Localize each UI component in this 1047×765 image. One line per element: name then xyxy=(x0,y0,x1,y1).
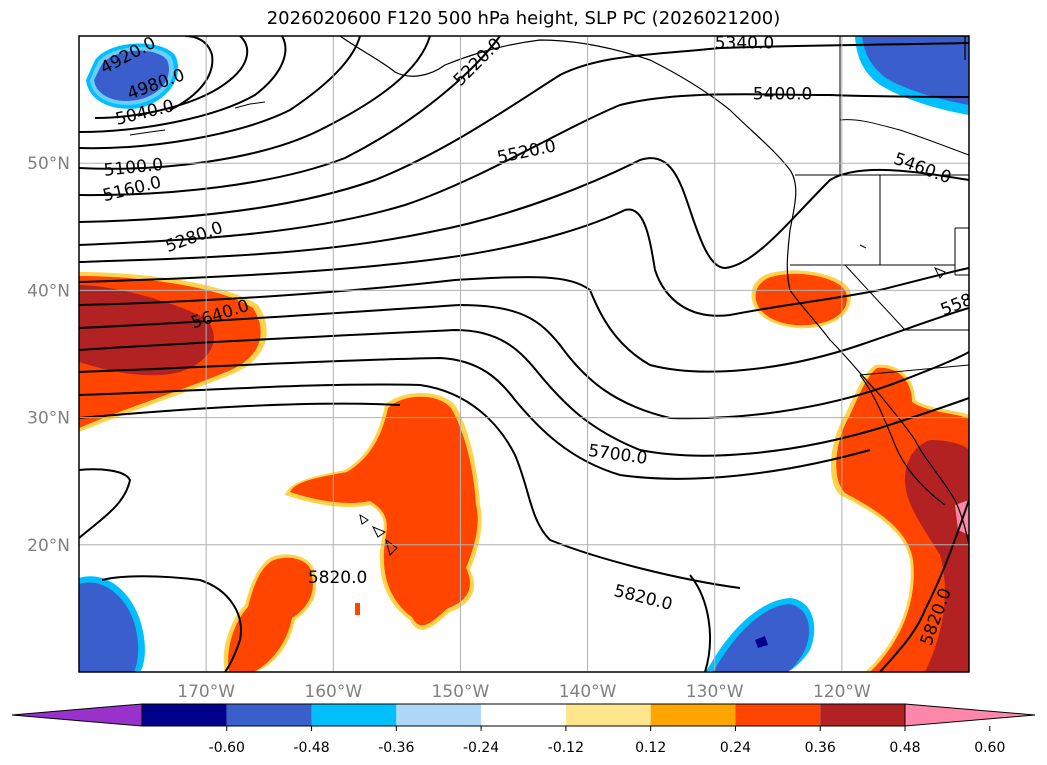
colorbar-extend-low xyxy=(11,703,143,727)
colorbar-tick-label: 0.48 xyxy=(889,740,920,756)
colorbar-segment xyxy=(396,704,482,726)
map-frame xyxy=(78,35,970,673)
height-contours xyxy=(79,36,969,672)
colorbar-tick-label: -0.60 xyxy=(209,740,245,756)
colorbar-segment xyxy=(142,704,227,726)
latitude-tick-labels: 20°N 30°N 40°N 50°N xyxy=(27,154,70,556)
graticule xyxy=(79,36,969,672)
lat-tick-label: 50°N xyxy=(27,154,70,174)
lon-tick-label: 130°W xyxy=(686,682,744,702)
lon-tick-label: 170°W xyxy=(177,682,235,702)
colorbar-segment xyxy=(650,704,736,726)
colorbar-tick-label: 0.24 xyxy=(720,740,751,756)
contour-label: 5340.0 xyxy=(715,34,774,54)
lat-tick-label: 30°N xyxy=(27,409,70,429)
longitude-tick-labels: 170°W 160°W 150°W 140°W 130°W 120°W xyxy=(177,682,871,702)
baja-coastline xyxy=(859,374,946,506)
lon-tick-label: 150°W xyxy=(432,682,490,702)
colorbar-segment xyxy=(481,704,566,726)
anomaly-shading xyxy=(79,36,969,672)
colorbar-extend-high xyxy=(904,703,1036,727)
colorbar-segment xyxy=(311,704,397,726)
colorbar-segment xyxy=(565,704,651,726)
lon-tick-label: 140°W xyxy=(559,682,617,702)
contour-label: 5760 xyxy=(974,396,1021,435)
lon-tick-label: 120°W xyxy=(813,682,871,702)
colorbar-segment xyxy=(820,704,905,726)
colorbar-tick-label: -0.36 xyxy=(378,740,414,756)
colorbar-tick-label: -0.24 xyxy=(463,740,499,756)
contour-label: 5400.0 xyxy=(753,85,812,105)
colorbar-segments xyxy=(11,703,1036,727)
lat-tick-label: 20°N xyxy=(27,536,70,556)
colorbar-tick-label: 0.36 xyxy=(805,740,836,756)
islands xyxy=(129,101,946,556)
colorbar: -0.60 -0.48 -0.36 -0.24 -0.12 0.12 0.24 0.36 0.4… xyxy=(11,703,1036,756)
colorbar-tick-label: 0.60 xyxy=(974,740,1005,756)
lon-tick-label: 160°W xyxy=(304,682,362,702)
colorbar-tick-label: -0.12 xyxy=(548,740,584,756)
map-plot-area: 4920.04980.05040.05100.05160.05220.05280… xyxy=(79,34,1021,672)
colorbar-tick-label: 0.12 xyxy=(635,740,666,756)
map-title: 2026020600 F120 500 hPa height, SLP PC (… xyxy=(266,8,781,29)
colorbar-tick-label: -0.48 xyxy=(293,740,329,756)
colorbar-tick-labels: -0.60 -0.48 -0.36 -0.24 -0.12 0.12 0.24 0.36 0.4… xyxy=(209,726,1005,756)
colorbar-segment xyxy=(735,704,821,726)
contour-label: 5820.0 xyxy=(308,568,367,588)
colorbar-segment xyxy=(226,704,312,726)
lat-tick-label: 40°N xyxy=(27,281,70,301)
